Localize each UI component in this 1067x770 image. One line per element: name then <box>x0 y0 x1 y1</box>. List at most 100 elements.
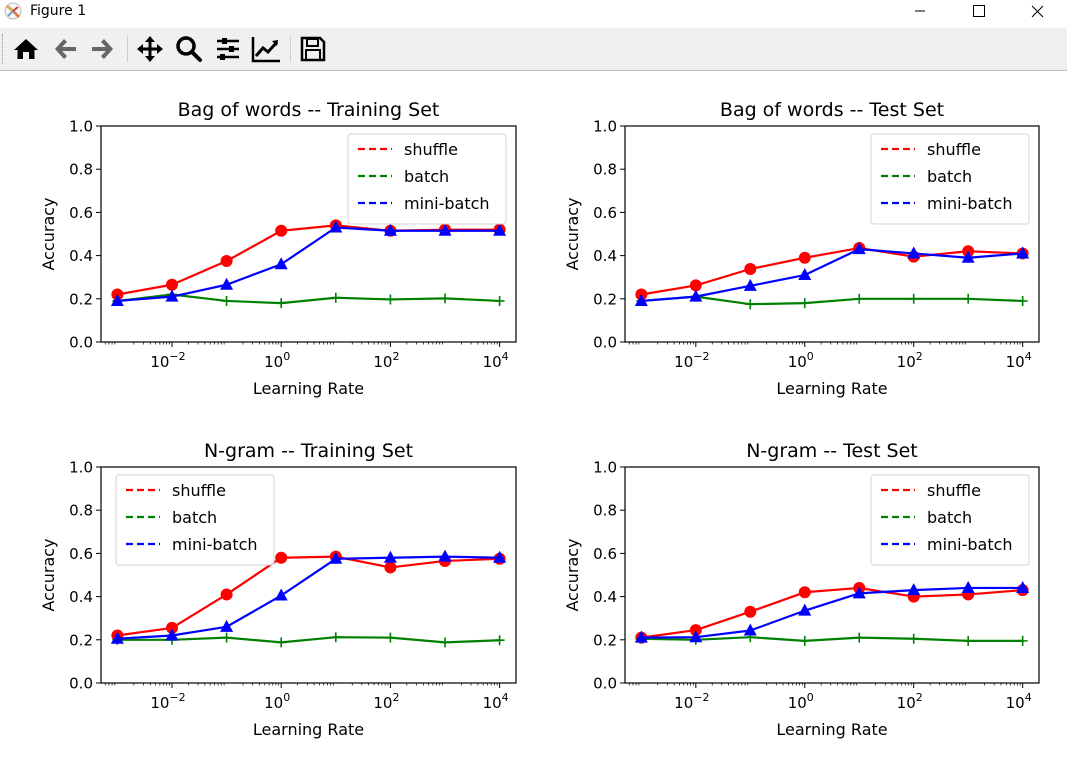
x-tick-exponent: 0 <box>283 691 290 704</box>
y-axis-label: Accuracy <box>563 538 582 611</box>
data-point-mini-batch <box>634 630 648 643</box>
data-point-shuffle <box>275 224 288 237</box>
x-tick-base: 10 <box>788 353 807 371</box>
x-tick-exponent: 2 <box>916 691 923 704</box>
home-icon <box>14 39 38 59</box>
data-point-mini-batch <box>438 549 452 562</box>
y-tick-label: 1.0 <box>69 459 93 477</box>
subplot-2: Bag of words -- Test Set 0.0 0.2 0.4 0.6 0.8 1… <box>563 99 1040 398</box>
legend-label-shuffle: shuffle <box>172 481 226 500</box>
data-point-mini-batch <box>274 257 288 270</box>
x-tick-base: 10 <box>373 694 392 712</box>
series-mini-batch <box>634 580 1030 643</box>
data-point-mini-batch <box>274 588 288 601</box>
x-tick-base: 10 <box>674 353 693 371</box>
x-tick-base: 10 <box>788 694 807 712</box>
y-tick-label: 0.2 <box>593 631 617 649</box>
x-tick-label: 100 <box>788 691 814 712</box>
data-point-mini-batch <box>383 223 397 236</box>
legend-label-mini-batch: mini-batch <box>172 535 258 554</box>
data-point-shuffle <box>220 588 233 601</box>
series-line-batch <box>641 295 1023 306</box>
x-tick-base: 10 <box>897 353 916 371</box>
toolbar-grip[interactable] <box>2 34 5 64</box>
pan-button[interactable] <box>135 34 165 64</box>
minimize-button[interactable] <box>897 0 943 22</box>
axes-frame <box>624 466 1040 684</box>
forward-arrow-icon <box>92 39 113 59</box>
legend-box <box>870 474 1030 566</box>
data-point-shuffle <box>798 251 811 264</box>
data-point-batch <box>854 293 865 304</box>
edit-axis-button[interactable] <box>251 34 281 64</box>
legend: shuffle batch mini-batch <box>115 474 275 566</box>
x-tick-exponent: 2 <box>392 691 399 704</box>
data-point-shuffle <box>689 279 702 292</box>
data-point-shuffle <box>165 278 178 291</box>
data-point-shuffle <box>220 255 233 267</box>
y-tick-label: 0.2 <box>69 631 93 649</box>
data-point-batch <box>854 632 865 643</box>
data-point-mini-batch <box>329 220 343 233</box>
series-line-shuffle <box>117 555 500 637</box>
data-point-batch <box>440 637 451 648</box>
x-tick-exponent: 4 <box>502 691 509 704</box>
figure-canvas[interactable]: Bag of words -- Training Set 0.0 0.2 0.4 0.6… <box>0 70 1067 770</box>
home-button[interactable] <box>11 34 41 64</box>
series-line-shuffle <box>641 586 1023 639</box>
back-button[interactable] <box>50 34 80 64</box>
axes-frame <box>624 125 1040 343</box>
data-point-shuffle <box>384 561 397 574</box>
data-point-mini-batch <box>852 242 866 255</box>
forward-button[interactable] <box>88 34 118 64</box>
x-tick-base: 10 <box>264 694 283 712</box>
y-axis-label: Accuracy <box>563 197 582 270</box>
y-tick-label: 0.2 <box>69 290 93 308</box>
x-tick-base: 10 <box>1006 353 1025 371</box>
data-point-mini-batch <box>220 277 234 290</box>
x-axis-label: Learning Rate <box>253 379 364 398</box>
legend: shuffle batch mini-batch <box>870 133 1030 225</box>
close-button[interactable] <box>1014 0 1060 22</box>
chart-title: Bag of words -- Test Set <box>720 99 944 121</box>
data-point-batch <box>745 299 756 310</box>
data-point-batch <box>221 632 232 643</box>
data-point-mini-batch <box>852 586 866 599</box>
save-button[interactable] <box>298 34 328 64</box>
data-point-batch <box>799 298 810 309</box>
x-tick-label: 104 <box>1006 691 1032 712</box>
y-tick-label: 0.8 <box>593 161 617 179</box>
y-tick-label: 0.0 <box>593 334 617 352</box>
data-point-mini-batch <box>165 628 179 641</box>
x-tick-base: 10 <box>264 353 283 371</box>
y-tick-label: 0.8 <box>69 502 93 520</box>
data-point-mini-batch <box>689 289 703 302</box>
legend: shuffle batch mini-batch <box>870 474 1030 566</box>
series-shuffle <box>635 242 1029 301</box>
data-point-batch <box>799 635 810 646</box>
x-tick-exponent: 0 <box>807 350 814 363</box>
data-point-batch <box>385 632 396 643</box>
x-tick-label: 100 <box>788 350 814 371</box>
data-point-batch <box>276 298 287 309</box>
legend-label-batch: batch <box>927 167 972 186</box>
data-point-mini-batch <box>110 293 124 306</box>
maximize-button[interactable] <box>956 0 1002 22</box>
x-tick-base: 10 <box>674 694 693 712</box>
x-tick-base: 10 <box>150 353 169 371</box>
legend-label-shuffle: shuffle <box>927 140 981 159</box>
data-point-mini-batch <box>961 580 975 593</box>
series-line-mini-batch <box>117 555 500 640</box>
series-line-mini-batch <box>641 248 1023 303</box>
data-point-mini-batch <box>907 583 921 596</box>
configure-subplots-button[interactable] <box>213 34 243 64</box>
x-tick-exponent: −2 <box>693 350 709 363</box>
zoom-button[interactable] <box>174 34 204 64</box>
x-tick-exponent: 4 <box>1025 691 1032 704</box>
x-tick-label: 102 <box>897 350 923 371</box>
data-point-shuffle <box>275 551 288 564</box>
data-point-mini-batch <box>493 223 507 236</box>
data-point-mini-batch <box>1016 246 1030 259</box>
x-tick-label: 10−2 <box>674 691 709 712</box>
x-tick-base: 10 <box>373 353 392 371</box>
